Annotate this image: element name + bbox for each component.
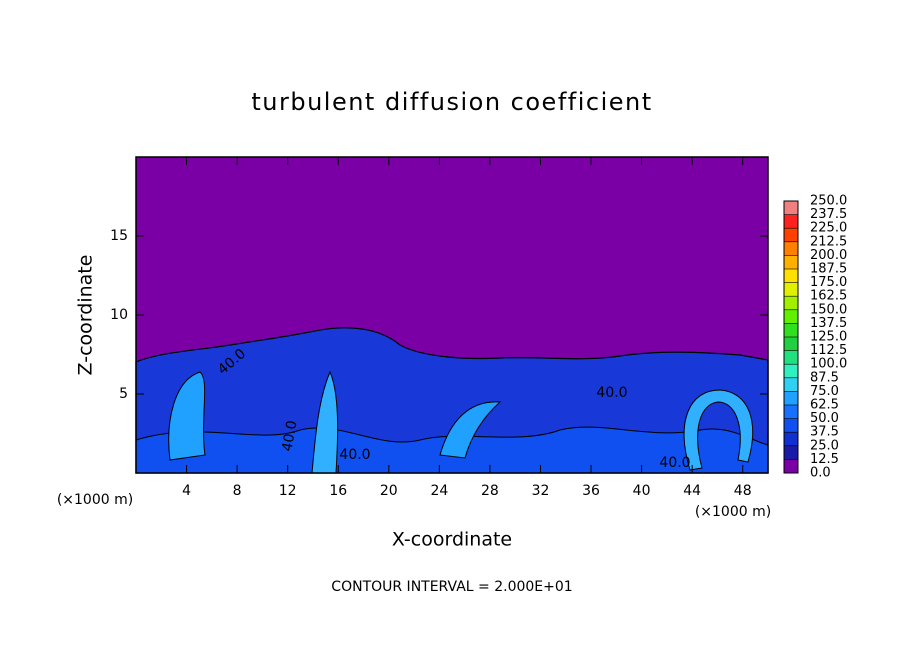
x-tick-label: 12 — [279, 483, 297, 499]
colorbar-label: 100.0 — [810, 357, 847, 372]
colorbar-swatch — [784, 282, 798, 297]
colorbar-swatch — [784, 337, 798, 351]
colorbar-swatch — [784, 445, 798, 460]
colorbar-label: 112.5 — [810, 343, 847, 358]
colorbar-swatch — [784, 201, 798, 215]
x-tick-label: 20 — [380, 483, 398, 499]
contour-label: 40.0 — [279, 419, 300, 452]
colorbar-swatch — [784, 418, 798, 433]
x-tick-label: 32 — [532, 483, 550, 499]
x-tick-label: 36 — [582, 483, 600, 499]
colorbar-label: 212.5 — [810, 234, 847, 249]
x-unit: (×1000 m) — [695, 504, 771, 520]
x-unit: (×1000 m) — [57, 492, 133, 508]
colorbar-label: 250.0 — [810, 194, 847, 209]
footer-note: CONTOUR INTERVAL = 2.000E+01 — [331, 579, 572, 595]
colorbar-swatch — [784, 241, 798, 256]
y-tick-label: 5 — [119, 386, 128, 402]
plot-area — [135, 156, 769, 474]
colorbar-swatch — [784, 405, 798, 419]
colorbar-swatch — [784, 214, 798, 229]
colorbar-swatch — [784, 377, 798, 392]
colorbar-label: 150.0 — [810, 302, 847, 317]
colorbar-label: 37.5 — [810, 425, 839, 440]
contour-label: 40.0 — [339, 447, 370, 463]
x-tick-label: 40 — [633, 483, 651, 499]
colorbar-label: 175.0 — [810, 275, 847, 290]
contour-label: 40.0 — [659, 455, 690, 471]
colorbar-label: 0.0 — [810, 466, 831, 481]
plume — [311, 370, 339, 474]
y-axis-label: Z-coordinate — [75, 255, 97, 376]
colorbar-swatch — [784, 391, 798, 405]
colorbar-swatch — [784, 364, 798, 378]
colorbar-swatch — [784, 228, 798, 242]
colorbar-label: 237.5 — [810, 207, 847, 222]
contour-label: 40.0 — [596, 385, 627, 401]
x-tick-label: 44 — [683, 483, 701, 499]
colorbar-label: 225.0 — [810, 221, 847, 236]
colorbar-label: 50.0 — [810, 411, 839, 426]
colorbar-swatch — [784, 350, 798, 365]
colorbar-swatch — [784, 269, 798, 283]
colorbar-swatch — [784, 309, 798, 324]
x-tick-label: 16 — [329, 483, 347, 499]
colorbar-label: 25.0 — [810, 438, 839, 453]
colorbar-label: 137.5 — [810, 316, 847, 331]
swirl — [683, 389, 754, 471]
colorbar-label: 125.0 — [810, 330, 847, 345]
colorbar-swatch — [784, 255, 798, 269]
colorbar-label: 187.5 — [810, 262, 847, 277]
colorbar-swatch — [784, 296, 798, 310]
x-tick-label: 8 — [233, 483, 242, 499]
colorbar-label: 62.5 — [810, 398, 839, 413]
colorbar-label: 12.5 — [810, 452, 839, 467]
chart-title: turbulent diffusion coefficient — [251, 88, 652, 116]
x-tick-label: 4 — [182, 483, 191, 499]
colorbar-swatch — [784, 432, 798, 446]
colorbar-label: 162.5 — [810, 289, 847, 304]
swirl — [168, 371, 206, 461]
colorbar-swatch — [784, 459, 798, 473]
y-tick-label: 15 — [110, 228, 128, 244]
x-tick-label: 24 — [430, 483, 448, 499]
x-tick-label: 28 — [481, 483, 499, 499]
y-tick-label: 10 — [110, 307, 128, 323]
x-axis-label: X-coordinate — [392, 529, 512, 551]
colorbar-label: 75.0 — [810, 384, 839, 399]
swirl — [439, 401, 502, 459]
x-tick-label: 48 — [734, 483, 752, 499]
colorbar-label: 200.0 — [810, 248, 847, 263]
colorbar-label: 87.5 — [810, 370, 839, 385]
colorbar-swatch — [784, 323, 798, 337]
